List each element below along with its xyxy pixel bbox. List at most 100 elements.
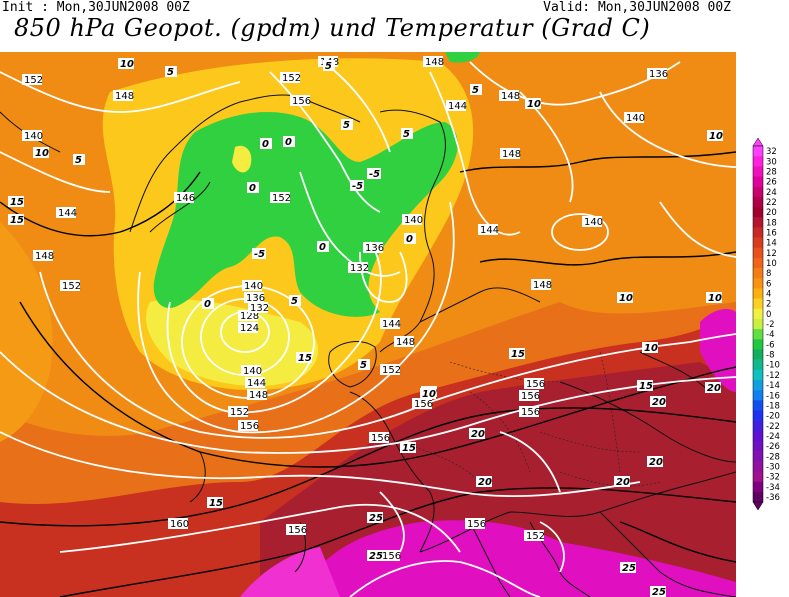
- temperature-field-magenta-south: [240, 547, 340, 597]
- svg-text:146: 146: [176, 193, 195, 204]
- legend-swatch: [753, 268, 763, 279]
- temperature-label: 15: [400, 442, 416, 454]
- temperature-label: 10: [617, 292, 633, 304]
- geopotential-label: 160: [168, 518, 189, 530]
- temperature-label: 0: [260, 138, 272, 150]
- svg-text:156: 156: [371, 433, 390, 444]
- legend-label: 20: [766, 208, 777, 218]
- temperature-label: 10: [706, 292, 722, 304]
- temperature-label: 0: [247, 182, 259, 194]
- legend-swatch: [753, 308, 763, 320]
- temperature-label: 5: [401, 128, 413, 140]
- temperature-label: 5: [470, 84, 482, 96]
- temperature-label: 20: [469, 428, 485, 440]
- geopotential-label: 136: [363, 242, 384, 254]
- temperature-label: 15: [207, 497, 223, 509]
- svg-text:144: 144: [448, 101, 467, 112]
- temperature-label: 20: [647, 456, 663, 468]
- svg-text:152: 152: [282, 73, 301, 84]
- geopotential-label: 144: [245, 377, 266, 389]
- geopotential-label: 140: [582, 216, 603, 228]
- temperature-label: 20: [705, 382, 721, 394]
- legend-label: 2: [766, 300, 771, 310]
- svg-text:156: 156: [414, 399, 433, 410]
- legend-swatch: [753, 156, 763, 167]
- geopotential-label: 132: [348, 262, 369, 274]
- svg-text:136: 136: [365, 243, 384, 254]
- geopotential-label: 156: [465, 518, 486, 530]
- geopotential-label: 148: [33, 250, 54, 262]
- temperature-label: 10: [33, 147, 49, 159]
- legend-label: -4: [766, 330, 774, 340]
- temperature-label: 10: [420, 388, 436, 400]
- geopotential-label: 140: [8, 130, 28, 142]
- svg-text:148: 148: [425, 57, 444, 68]
- svg-text:148: 148: [249, 390, 268, 401]
- svg-text:156: 156: [521, 407, 540, 418]
- geopotential-label: 156: [238, 420, 259, 432]
- svg-text:10: 10: [422, 389, 436, 400]
- geopotential-label: 148: [241, 389, 261, 401]
- legend-swatch: [753, 166, 763, 177]
- temperature-label: 20: [476, 476, 492, 488]
- svg-text:0: 0: [204, 299, 211, 310]
- temperature-label: 5: [73, 154, 85, 166]
- svg-text:20: 20: [471, 429, 485, 440]
- svg-text:140: 140: [243, 366, 262, 377]
- temperature-label: -5: [252, 248, 266, 260]
- temperature-label: 5: [341, 119, 353, 131]
- legend-swatch: [753, 440, 763, 452]
- geopotential-label: 156: [420, 518, 440, 530]
- svg-text:124: 124: [240, 323, 259, 334]
- geopotential-label: 128: [238, 310, 259, 322]
- svg-text:152: 152: [526, 531, 545, 542]
- svg-text:144: 144: [58, 208, 77, 219]
- legend-label: -34: [766, 483, 780, 493]
- legend-label: 8: [766, 269, 771, 279]
- svg-text:0: 0: [249, 183, 256, 194]
- svg-text:5: 5: [343, 120, 350, 131]
- svg-text:0: 0: [406, 234, 413, 245]
- legend-label: 0: [766, 310, 771, 320]
- legend-label: 14: [766, 239, 777, 249]
- svg-text:20: 20: [707, 383, 721, 394]
- svg-text:20: 20: [478, 477, 492, 488]
- legend-label: 32: [766, 147, 777, 157]
- geopotential-label: 144: [380, 318, 401, 330]
- geopotential-label: 128: [236, 300, 256, 312]
- geopotential-label: 156: [524, 378, 545, 390]
- legend-label: -14: [766, 381, 780, 391]
- valid-time: Valid: Mon,30JUN2008 00Z: [543, 0, 731, 15]
- legend-swatch: [753, 207, 763, 218]
- temperature-label: 5: [165, 66, 177, 78]
- geopotential-label: 140: [241, 365, 262, 377]
- svg-text:140: 140: [626, 113, 645, 124]
- temperature-label: 10: [707, 152, 723, 164]
- svg-text:136: 136: [649, 69, 668, 80]
- temperature-label: 10: [525, 98, 541, 110]
- legend-swatch: [753, 461, 763, 472]
- svg-text:15: 15: [639, 381, 653, 392]
- legend-swatch: [753, 471, 763, 482]
- temperature-field-green-north: [445, 52, 480, 63]
- geopotential-label: 148: [247, 389, 268, 401]
- geopotential-label: 148: [423, 56, 444, 68]
- legend-swatch: [753, 349, 763, 360]
- temperature-label: -5: [367, 168, 381, 180]
- color-legend: 32302826242220181614121086420-2-4-6-8-10…: [752, 138, 780, 510]
- svg-text:156: 156: [467, 519, 486, 530]
- geopotential-label: 140: [22, 130, 43, 142]
- legend-swatch: [753, 278, 763, 289]
- temperature-field-magenta-east: [700, 309, 736, 392]
- legend-label: -18: [766, 401, 780, 411]
- svg-text:156: 156: [292, 96, 311, 107]
- svg-text:132: 132: [250, 303, 269, 314]
- geopotential-label: 144: [241, 377, 261, 389]
- geopotential-label: 136: [647, 68, 668, 80]
- legend-swatch: [753, 481, 763, 493]
- svg-text:140: 140: [24, 131, 43, 142]
- legend-label: -12: [766, 371, 780, 381]
- legend-label: 28: [766, 167, 777, 177]
- legend-label: -8: [766, 351, 774, 361]
